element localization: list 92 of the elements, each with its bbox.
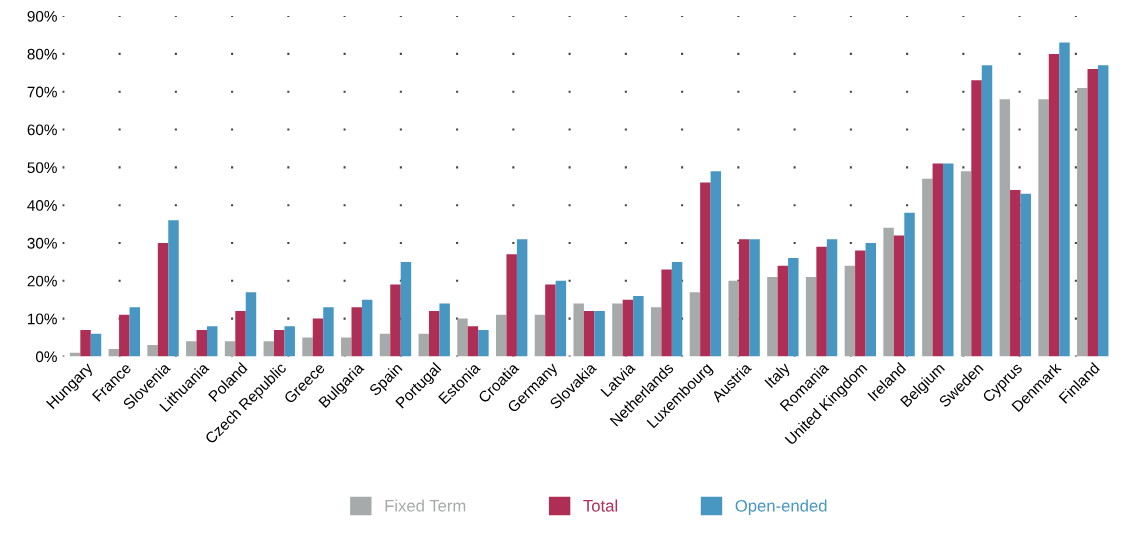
bar bbox=[545, 284, 556, 357]
bar bbox=[865, 242, 877, 357]
bar bbox=[390, 284, 401, 357]
bar bbox=[351, 307, 362, 357]
bar bbox=[147, 345, 158, 357]
y-tick-label: 30% bbox=[27, 237, 57, 249]
bar bbox=[555, 280, 567, 357]
bar bbox=[1048, 53, 1060, 357]
bar bbox=[710, 171, 722, 357]
y-tick-label: 70% bbox=[27, 86, 57, 98]
bar bbox=[361, 299, 373, 357]
bar bbox=[516, 239, 528, 357]
bar bbox=[506, 254, 517, 357]
bar bbox=[594, 311, 605, 357]
bar bbox=[805, 277, 817, 357]
bar bbox=[999, 99, 1011, 357]
bar bbox=[777, 265, 789, 357]
bar bbox=[971, 80, 982, 357]
y-tick-label: 60% bbox=[27, 124, 57, 136]
bar bbox=[661, 269, 672, 357]
bar bbox=[689, 292, 701, 357]
y-tick-label: 0% bbox=[35, 351, 57, 363]
bar bbox=[168, 220, 179, 357]
bar bbox=[622, 299, 634, 357]
y-tick-label: 40% bbox=[27, 200, 57, 211]
bar bbox=[922, 178, 933, 357]
y-tick-label: 50% bbox=[27, 162, 57, 174]
bar bbox=[341, 337, 352, 357]
bar bbox=[1077, 87, 1088, 357]
bar bbox=[534, 314, 546, 357]
bar bbox=[671, 261, 683, 357]
bar bbox=[418, 333, 429, 357]
bar bbox=[573, 303, 584, 357]
bar bbox=[312, 318, 324, 357]
bar bbox=[119, 314, 130, 357]
legend-label: Open-ended bbox=[735, 499, 827, 515]
bar bbox=[583, 311, 595, 357]
bar bbox=[612, 303, 623, 357]
bar bbox=[826, 239, 838, 357]
bar bbox=[788, 258, 799, 357]
bar bbox=[157, 242, 169, 357]
bar bbox=[439, 303, 450, 357]
legend-label: Fixed Term bbox=[385, 499, 466, 512]
bar bbox=[129, 307, 140, 357]
bar bbox=[932, 163, 944, 357]
bar bbox=[749, 239, 760, 357]
bar bbox=[883, 227, 894, 357]
bar bbox=[650, 307, 662, 357]
bar bbox=[728, 280, 739, 357]
bar bbox=[1020, 193, 1031, 357]
bar bbox=[428, 311, 440, 357]
bar bbox=[816, 246, 827, 357]
y-tick-label: 90% bbox=[27, 10, 57, 22]
bar bbox=[323, 307, 334, 357]
bar bbox=[245, 292, 257, 357]
bar bbox=[196, 329, 207, 357]
bar bbox=[960, 171, 972, 357]
bar bbox=[302, 337, 313, 357]
bar bbox=[90, 333, 102, 357]
bar bbox=[1097, 65, 1109, 357]
bar bbox=[1059, 42, 1070, 357]
bar bbox=[943, 163, 954, 357]
bar bbox=[379, 333, 391, 357]
bar bbox=[467, 326, 479, 357]
bar bbox=[235, 311, 246, 357]
bar bbox=[633, 295, 644, 357]
bar bbox=[457, 318, 468, 357]
bar bbox=[224, 341, 236, 357]
bar bbox=[207, 326, 218, 357]
bar bbox=[400, 261, 412, 357]
bar bbox=[1038, 99, 1049, 357]
bar bbox=[80, 329, 91, 357]
bar bbox=[274, 329, 285, 357]
bar bbox=[893, 235, 905, 357]
legend-label: Total bbox=[583, 499, 618, 512]
bar bbox=[981, 65, 993, 357]
y-tick-label: 10% bbox=[28, 313, 57, 325]
bar bbox=[186, 341, 197, 357]
bar bbox=[1010, 190, 1021, 357]
bar bbox=[1087, 69, 1098, 357]
bar bbox=[738, 239, 750, 357]
bar bbox=[284, 326, 295, 357]
bar bbox=[855, 250, 866, 357]
bar bbox=[767, 277, 778, 357]
bar bbox=[478, 329, 489, 357]
bar bbox=[263, 341, 275, 357]
bar bbox=[700, 182, 711, 357]
y-tick-label: 20% bbox=[27, 275, 57, 287]
bar bbox=[495, 314, 507, 357]
y-tick-label: 80% bbox=[27, 48, 57, 60]
bar bbox=[904, 212, 915, 357]
bar bbox=[844, 265, 856, 357]
